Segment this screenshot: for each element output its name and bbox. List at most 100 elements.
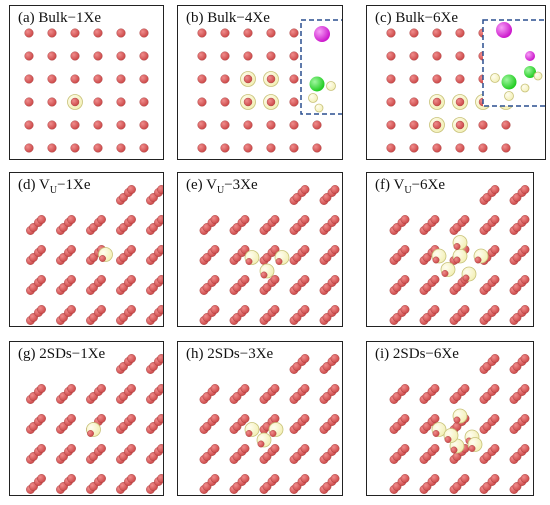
uranium-atom [24, 97, 34, 107]
uranium-atom [243, 28, 253, 38]
uranium-atom [386, 28, 396, 38]
uranium-atom [70, 74, 80, 84]
panel-c: (c) Bulk−6Xe [366, 5, 546, 160]
atom-plot-d [26, 185, 163, 325]
uranium-atom [400, 384, 410, 393]
uranium-atom [24, 143, 34, 153]
uranium-atom [520, 305, 530, 314]
uranium-atom [240, 474, 250, 483]
uranium-atom [409, 143, 419, 153]
uranium-atom [441, 270, 449, 277]
uranium-atom [47, 97, 57, 107]
uranium-atom [99, 255, 106, 262]
uranium-atom [300, 185, 310, 194]
uranium-atom [400, 305, 410, 314]
uranium-atom [93, 28, 103, 38]
uranium-atom [67, 245, 76, 254]
uranium-atom [266, 74, 276, 84]
xenon-atom [504, 91, 514, 101]
uranium-atom [300, 305, 310, 314]
xenon-atom [314, 103, 324, 113]
uranium-atom [127, 275, 136, 284]
uranium-atom [243, 51, 253, 61]
uranium-atom [520, 354, 530, 363]
uranium-atom [47, 120, 57, 130]
uranium-atom [330, 444, 340, 453]
uranium-atom [116, 51, 126, 61]
uranium-atom [47, 143, 57, 153]
uranium-atom [240, 414, 250, 423]
uranium-atom [409, 51, 419, 61]
uranium-atom [93, 51, 103, 61]
uranium-atom [490, 354, 500, 363]
uranium-atom [386, 74, 396, 84]
uranium-atom [490, 275, 500, 284]
uranium-atom [197, 51, 207, 61]
uranium-atom [157, 245, 163, 254]
uranium-atom [455, 74, 465, 84]
uranium-atom [240, 275, 250, 284]
uranium-atom [197, 97, 207, 107]
uranium-atom [430, 444, 440, 453]
panel-h-label: (h) 2SDs−3Xe [186, 346, 274, 362]
xenon-atom [308, 93, 318, 103]
uranium-atom [460, 305, 470, 314]
uranium-atom [93, 120, 103, 130]
uranium-atom [157, 305, 163, 314]
panel-i: (i) 2SDs−6Xe [366, 341, 534, 496]
uranium-atom [289, 28, 299, 38]
panel-g: (g) 2SDs−1Xe [9, 341, 164, 496]
uranium-atom [270, 215, 280, 224]
uranium-atom [270, 384, 280, 393]
uranium-atom [97, 305, 106, 314]
uranium-atom [93, 143, 103, 153]
uranium-atom [157, 444, 163, 453]
atom-plot-g [26, 354, 163, 494]
uranium-atom [157, 215, 163, 224]
uranium-atom [139, 28, 149, 38]
uranium-atom [400, 245, 410, 254]
uranium-atom [270, 275, 280, 284]
uranium-atom [243, 120, 253, 130]
uranium-atom [275, 258, 283, 265]
uranium-atom [266, 143, 276, 153]
uranium-atom [97, 444, 106, 453]
uranium-atom [67, 305, 76, 314]
uranium-atom [197, 74, 207, 84]
uranium-atom [139, 97, 149, 107]
uranium-atom [386, 143, 396, 153]
uranium-atom [70, 143, 80, 153]
uranium-atom [243, 97, 253, 107]
uranium-atom [409, 28, 419, 38]
uranium-atom [266, 28, 276, 38]
uranium-atom [520, 384, 530, 393]
panel-a: (a) Bulk−1Xe [9, 5, 164, 160]
uranium-atom [444, 436, 452, 443]
uranium-atom [97, 414, 106, 423]
uranium-atom [300, 444, 310, 453]
uranium-atom [453, 416, 461, 424]
uranium-atom [210, 384, 220, 393]
uranium-atom [243, 74, 253, 84]
uranium-atom [330, 185, 340, 194]
uranium-atom [520, 474, 530, 483]
uranium-atom [520, 444, 530, 453]
uranium-atom [67, 215, 76, 224]
uranium-atom [330, 414, 340, 423]
uranium-atom [270, 474, 280, 483]
uranium-atom [400, 215, 410, 224]
uranium-atom [67, 444, 76, 453]
uranium-atom [127, 474, 136, 483]
uranium-atom [240, 215, 250, 224]
uranium-atom [210, 414, 220, 423]
uranium-atom [70, 51, 80, 61]
inset-box [482, 19, 545, 107]
uranium-atom [266, 120, 276, 130]
panel-f: (f) VU−6Xe [366, 172, 534, 327]
uranium-atom [432, 256, 440, 264]
uranium-atom [289, 120, 299, 130]
uranium-atom [432, 51, 442, 61]
uranium-atom [400, 414, 410, 423]
uranium-atom [127, 305, 136, 314]
uranium-atom [455, 28, 465, 38]
